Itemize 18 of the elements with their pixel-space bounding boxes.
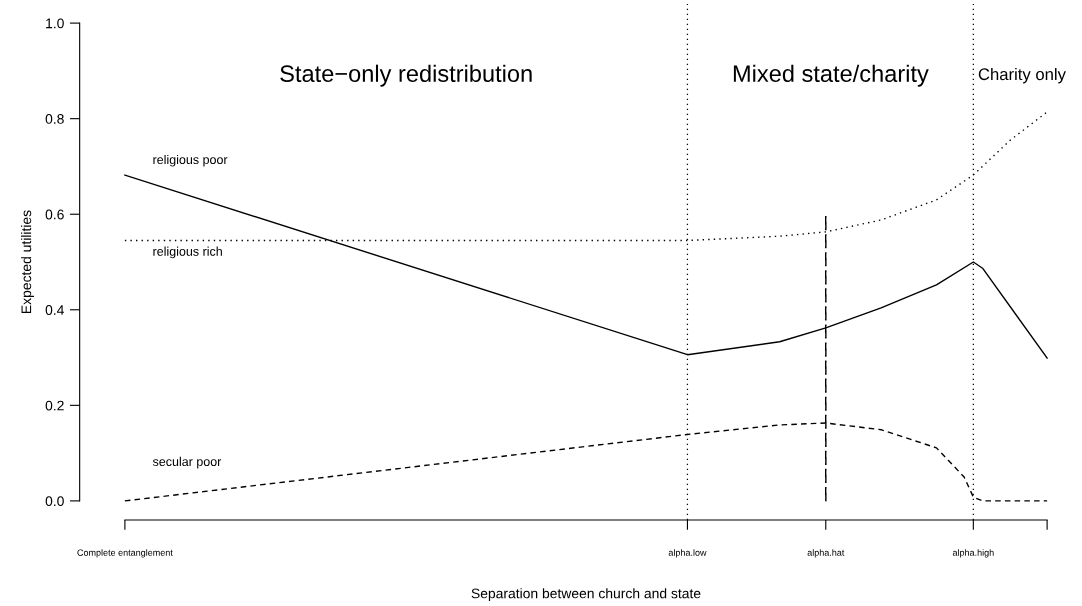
- y-tick-label: 0.6: [45, 209, 64, 220]
- x-tick-label: Complete entanglement: [77, 549, 173, 558]
- series-label: religious poor: [153, 154, 228, 167]
- annotation: State−only redistribution: [280, 64, 532, 87]
- y-tick-label: 0.0: [45, 496, 64, 507]
- y-tick-label: 0.4: [45, 305, 64, 315]
- x-tick-label: alpha.low: [668, 549, 707, 558]
- x-tick-label: alpha.hat: [807, 549, 845, 558]
- series-label: religious rich: [153, 246, 222, 259]
- annotation: Mixed state/charity: [733, 64, 929, 87]
- x-tick-label: alpha.high: [952, 549, 994, 558]
- y-tick-label: 0.8: [45, 114, 64, 124]
- series-label: secular poor: [152, 456, 222, 469]
- y-tick-label: 0.2: [45, 400, 64, 411]
- y-tick-label: 1.0: [46, 18, 64, 29]
- y-axis-title: Expected utilities: [21, 210, 34, 313]
- x-axis-title: Separation between church and state: [471, 588, 701, 602]
- annotation: Charity only: [978, 67, 1066, 84]
